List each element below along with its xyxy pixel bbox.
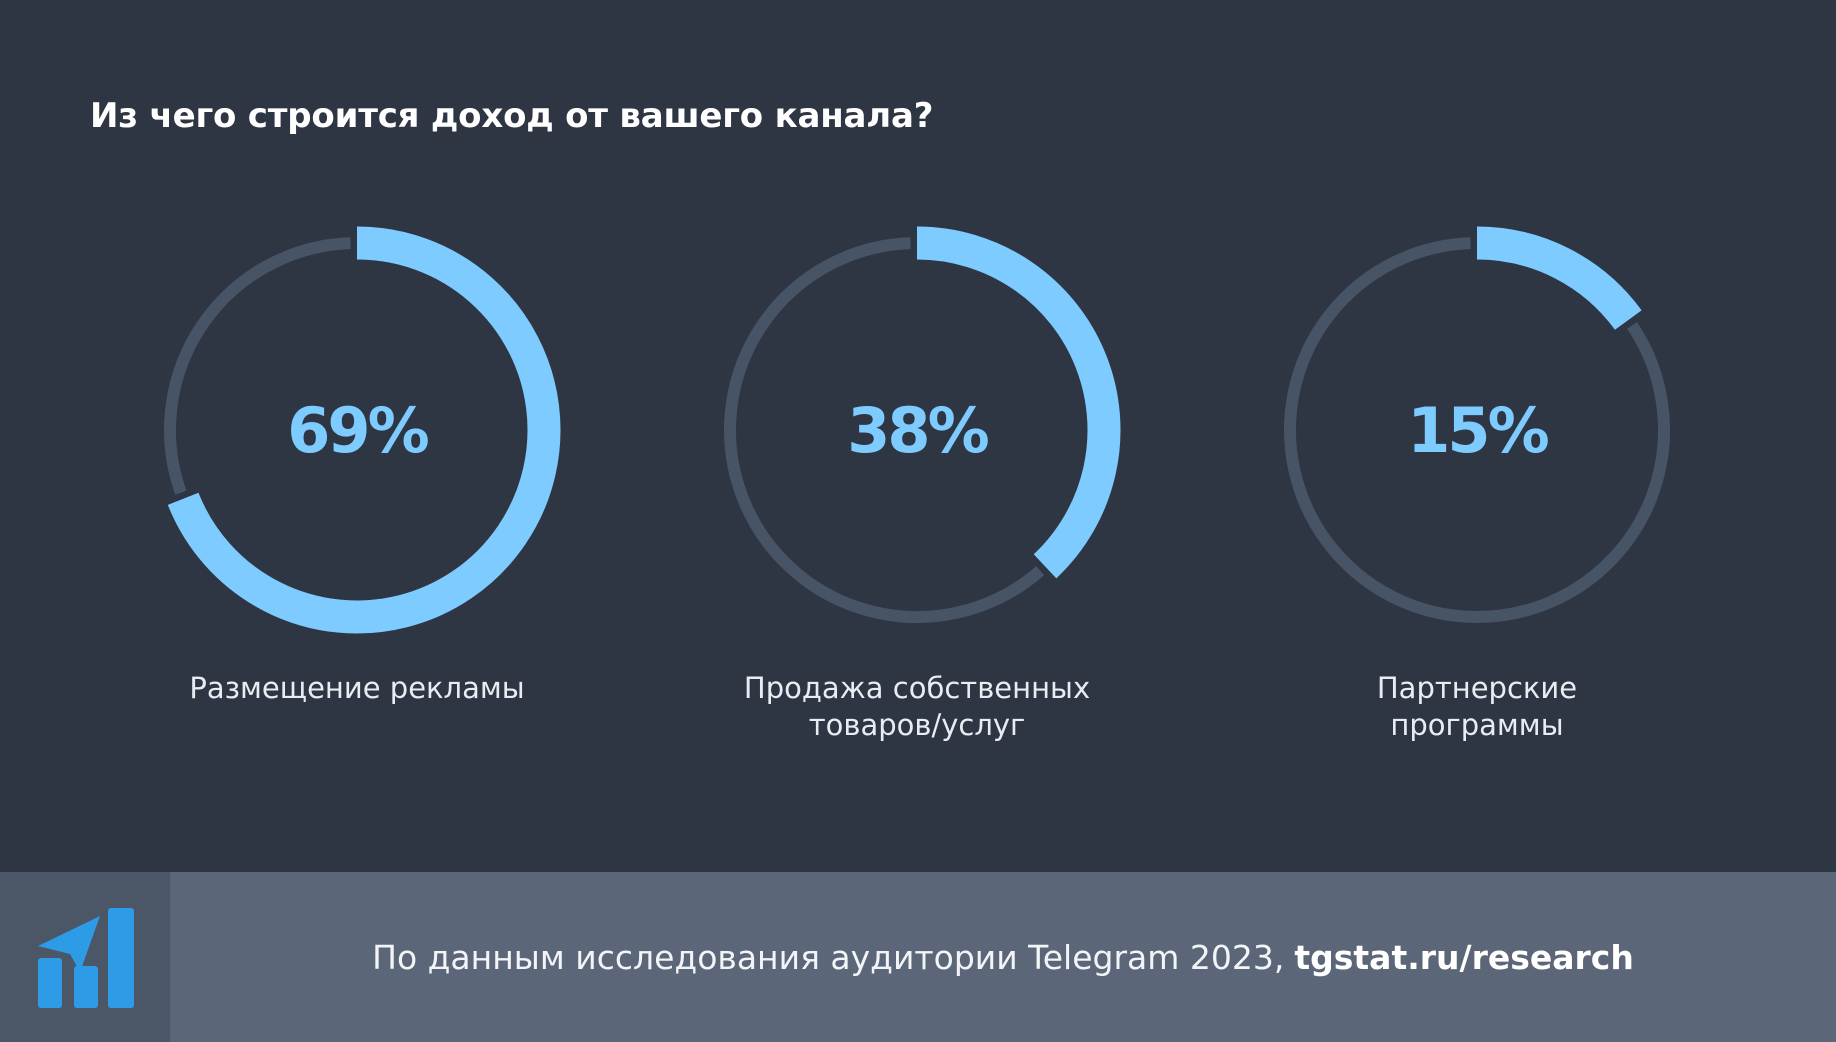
donut-arc-ads: [167, 226, 561, 634]
tgstat-logo-icon: [38, 908, 134, 1008]
donut-track-partner-programs: [1284, 237, 1670, 623]
donut-value-partner-programs: 15%: [1407, 394, 1548, 467]
donut-charts: 69% 38% 15%: [164, 226, 1670, 634]
footer-source: По данным исследования аудитории Telegra…: [170, 872, 1836, 1042]
donut-label-partner-programs: Партнерские программы: [1376, 671, 1578, 742]
donut-track-ads: [164, 237, 351, 495]
chart-title: Из чего строится доход от вашего канала?: [90, 96, 934, 136]
donut-arc-partner-programs: [1476, 226, 1642, 331]
donut-value-ads: 69%: [287, 394, 428, 467]
donut-value-own-products: 38%: [847, 394, 988, 467]
footer: По данным исследования аудитории Telegra…: [0, 872, 1836, 1042]
footer-source-link[interactable]: tgstat.ru/research: [1294, 937, 1634, 977]
donut-label-ads: Размещение рекламы: [189, 671, 525, 705]
donut-track-own-products: [724, 237, 1045, 623]
footer-logo: [0, 872, 170, 1042]
footer-source-text: По данным исследования аудитории Telegra…: [372, 937, 1285, 977]
donut-label-own-products: Продажа собственных товаров/услуг: [743, 671, 1091, 742]
donut-arc-own-products: [916, 226, 1121, 579]
